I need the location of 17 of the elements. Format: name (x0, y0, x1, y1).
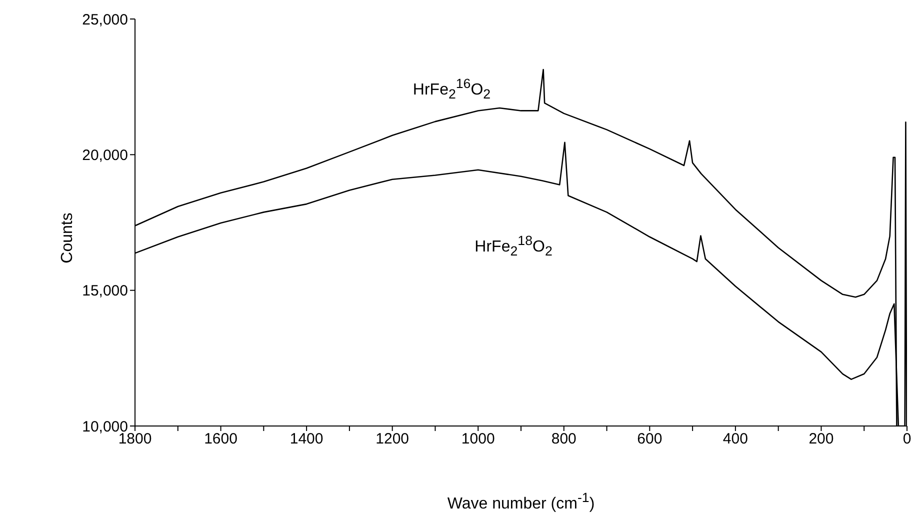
x-tick-label: 800 (551, 430, 576, 448)
y-tick-label: 20,000 (82, 146, 128, 164)
series-label: HrFe$_{2}$$^{16}$O$_{2}$ (412, 76, 491, 102)
y-tick-label: 15,000 (82, 282, 128, 300)
x-tick-label: 600 (637, 430, 662, 448)
x-tick-label: 1200 (376, 430, 410, 448)
x-tick-label: 1800 (118, 430, 152, 448)
x-tick-label: 200 (808, 430, 834, 448)
x-tick-label: 1000 (461, 430, 495, 448)
y-tick-label: 25,000 (82, 11, 128, 28)
x-tick-label: 1600 (204, 430, 238, 448)
x-tick-label: 1400 (290, 430, 324, 448)
y-axis-title: Counts (59, 212, 77, 263)
x-tick-label: 400 (722, 430, 748, 448)
x-axis-title: Wave number (cm$^{-1}$) (446, 490, 596, 514)
x-tick-label: 0 (902, 430, 912, 448)
text: HrFe$_{2}$$^{18}$O$_{2}$ (474, 233, 552, 259)
